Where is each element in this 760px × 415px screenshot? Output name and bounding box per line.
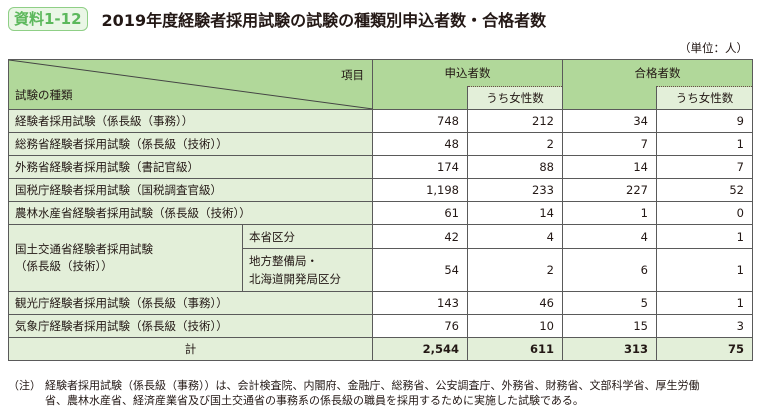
applicants-women-header: うち女性数: [467, 86, 563, 110]
passers-women-cell: 1: [656, 291, 753, 315]
sub-row-label-line1: 地方整備局・: [249, 254, 318, 268]
row-label: 国税庁経験者採用試験（国税調査官級）: [8, 178, 373, 202]
page-title: 2019年度経験者採用試験の試験の種類別申込者数・合格者数: [101, 11, 547, 30]
passers-cell: 7: [562, 132, 657, 156]
applicants-cell: 54: [372, 248, 468, 292]
table-row: 総務省経験者採用試験（係長級（技術）） 48 2 7 1: [8, 132, 753, 156]
applicants-women-cell: 10: [467, 314, 563, 338]
passers-women-cell: 52: [656, 178, 753, 202]
passers-total-subheader: [562, 86, 657, 110]
footnote-line2: 省、農林水産省、経済産業省及び国土交通省の事務系の係長級の職員を採用するために実…: [45, 394, 584, 407]
total-applicants: 2,544: [372, 337, 468, 361]
passers-cell: 15: [562, 314, 657, 338]
applicants-cell: 42: [372, 224, 468, 249]
applicants-women-cell: 233: [467, 178, 563, 202]
passers-cell: 227: [562, 178, 657, 202]
applicants-women-cell: 46: [467, 291, 563, 315]
passers-women-cell: 3: [656, 314, 753, 338]
document-badge: 資料1-12: [8, 7, 88, 31]
passers-header: 合格者数: [562, 59, 753, 87]
applicants-cell: 748: [372, 109, 468, 133]
passers-cell: 6: [562, 248, 657, 292]
row-label: 観光庁経験者採用試験（係長級（事務））: [8, 291, 373, 315]
applicants-cell: 1,198: [372, 178, 468, 202]
diagonal-line: [9, 60, 373, 109]
applicants-women-cell: 88: [467, 155, 563, 179]
passers-women-cell: 1: [656, 132, 753, 156]
corner-item-label: 項目: [341, 68, 364, 82]
passers-women-cell: 1: [656, 224, 753, 249]
total-passers: 313: [562, 337, 657, 361]
applicants-women-cell: 2: [467, 132, 563, 156]
table-row: 国税庁経験者採用試験（国税調査官級） 1,198 233 227 52: [8, 178, 753, 202]
applicants-header: 申込者数: [372, 59, 563, 87]
mlit-label-line2: （係長級（技術））: [15, 259, 113, 273]
mlit-label-line1: 国土交通省経験者採用試験: [15, 242, 153, 256]
row-label: 気象庁経験者採用試験（係長級（技術））: [8, 314, 373, 338]
footnote-line1: 経験者採用試験（係長級（事務））は、会計検査院、内閣府、金融庁、総務省、公安調査…: [45, 379, 700, 392]
sub-row-label: 本省区分: [242, 224, 373, 249]
passers-women-cell: 0: [656, 201, 753, 225]
table-row: 農林水産省経験者採用試験（係長級（技術）） 61 14 1 0: [8, 201, 753, 225]
corner-header: 項目 試験の種類: [8, 59, 373, 110]
total-label: 計: [8, 337, 373, 361]
passers-women-cell: 1: [656, 248, 753, 292]
title-row: 資料1-12 2019年度経験者採用試験の試験の種類別申込者数・合格者数: [8, 6, 546, 32]
row-label: 農林水産省経験者採用試験（係長級（技術））: [8, 201, 373, 225]
row-label: 外務省経験者採用試験（書記官級）: [8, 155, 373, 179]
passers-women-cell: 7: [656, 155, 753, 179]
applicants-women-cell: 14: [467, 201, 563, 225]
footnote-prefix: （注）: [8, 379, 41, 392]
row-label: 経験者採用試験（係長級（事務））: [8, 109, 373, 133]
table-row-mlit-regional: 地方整備局・ 北海道開発局区分 54 2 6 1: [9, 248, 753, 292]
applicants-cell: 76: [372, 314, 468, 338]
exam-table: 項目 試験の種類 申込者数 合格者数 うち女性数 うち女性数 経験者採用試験（係…: [8, 59, 753, 361]
passers-women-cell: 9: [656, 109, 753, 133]
sub-row-label: 地方整備局・ 北海道開発局区分: [242, 248, 373, 292]
table-row-mlit-honsho: 国土交通省経験者採用試験 （係長級（技術）） 本省区分 42 4 4 1: [8, 224, 753, 292]
mlit-group-label: 国土交通省経験者採用試験 （係長級（技術））: [8, 224, 243, 292]
applicants-women-cell: 212: [467, 109, 563, 133]
unit-label: （単位：人）: [679, 41, 748, 55]
total-passers-women: 75: [656, 337, 753, 361]
sub-row-label-line2: 北海道開発局区分: [249, 272, 341, 286]
applicants-women-cell: 2: [467, 248, 563, 292]
passers-cell: 1: [562, 201, 657, 225]
applicants-cell: 143: [372, 291, 468, 315]
total-applicants-women: 611: [467, 337, 563, 361]
applicants-women-cell: 4: [467, 224, 563, 249]
passers-cell: 5: [562, 291, 657, 315]
table-row: 経験者採用試験（係長級（事務）） 748 212 34 9: [8, 109, 753, 133]
table-row: 外務省経験者採用試験（書記官級） 174 88 14 7: [8, 155, 753, 179]
applicants-cell: 61: [372, 201, 468, 225]
passers-cell: 14: [562, 155, 657, 179]
table-row: 気象庁経験者採用試験（係長級（技術）） 76 10 15 3: [8, 314, 753, 338]
table-row: 観光庁経験者採用試験（係長級（事務）） 143 46 5 1: [8, 291, 753, 315]
total-row: 計 2,544 611 313 75: [8, 337, 753, 361]
passers-women-header: うち女性数: [656, 86, 753, 110]
applicants-cell: 48: [372, 132, 468, 156]
row-label: 総務省経験者採用試験（係長級（技術））: [8, 132, 373, 156]
applicants-total-subheader: [372, 86, 468, 110]
corner-kind-label: 試験の種類: [15, 88, 73, 102]
passers-cell: 34: [562, 109, 657, 133]
applicants-cell: 174: [372, 155, 468, 179]
passers-cell: 4: [562, 224, 657, 249]
footnote: （注） 経験者採用試験（係長級（事務））は、会計検査院、内閣府、金融庁、総務省、…: [8, 378, 756, 408]
